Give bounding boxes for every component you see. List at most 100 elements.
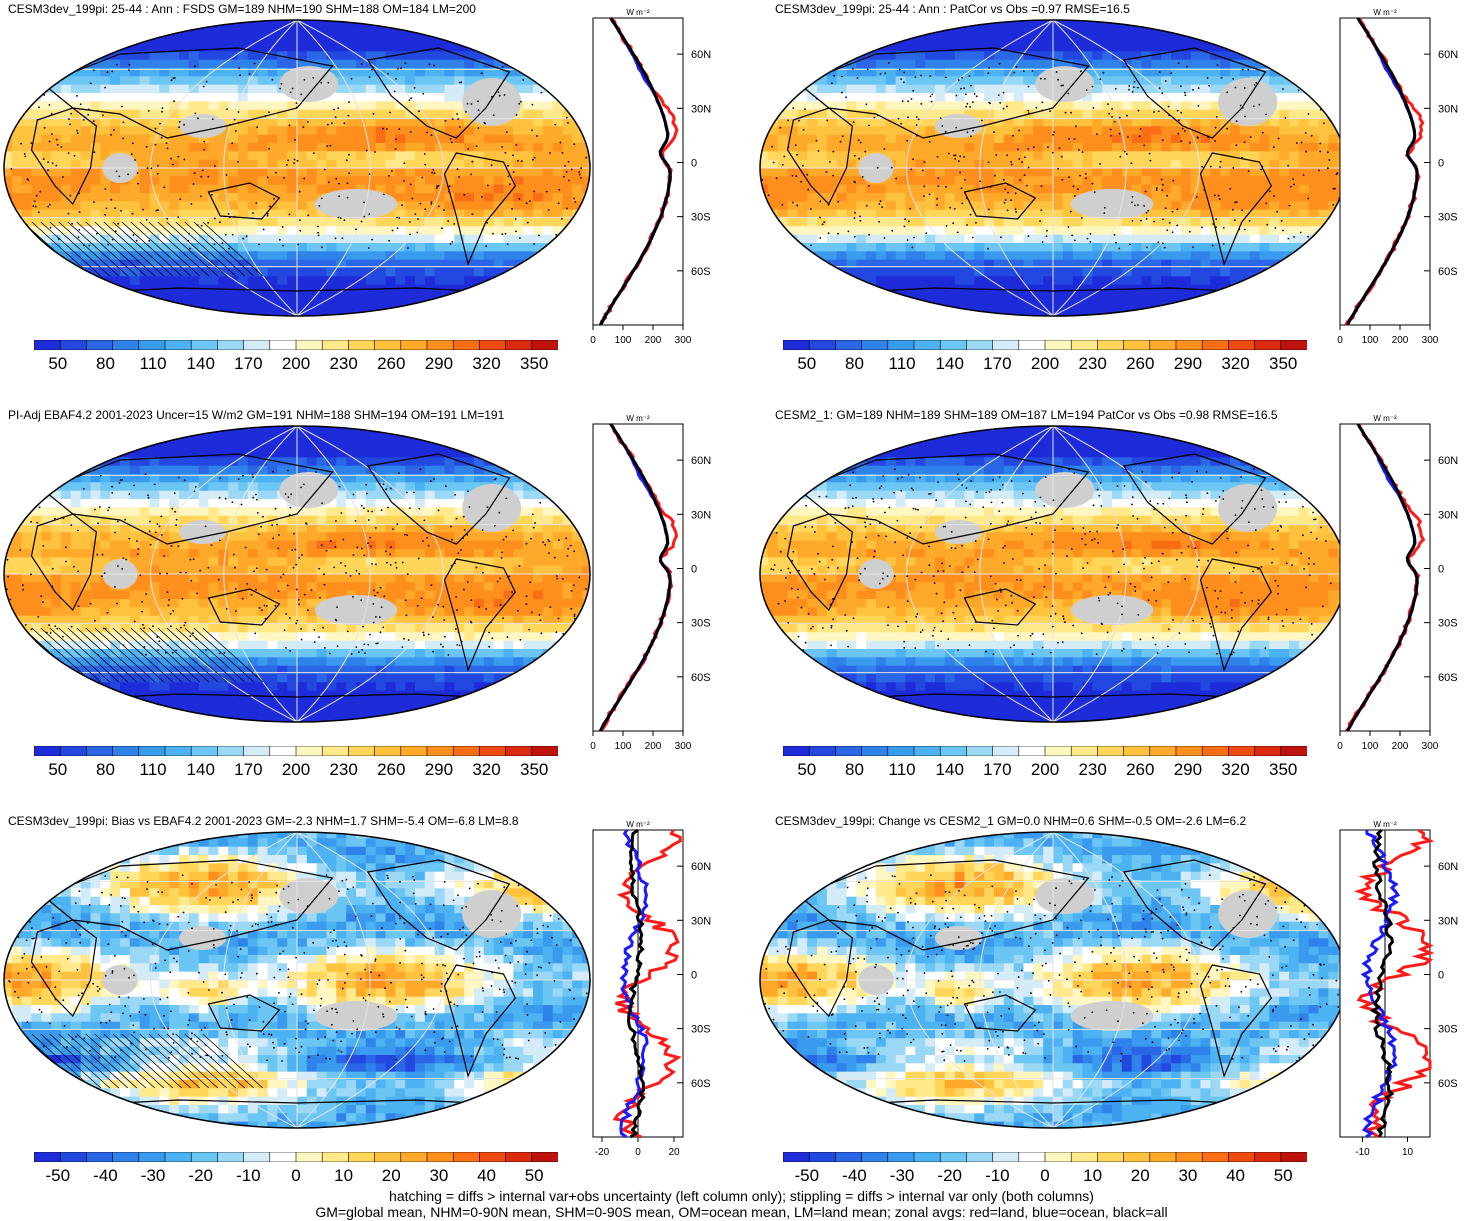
- colorbar-swatch: [112, 340, 140, 350]
- zonal-ytick-label: 60S: [691, 266, 711, 278]
- masked-region: [179, 520, 227, 544]
- colorbar-swatch: [887, 1152, 915, 1162]
- colorbar-labels: 50 80 110 140 170 200 230 260 290 320 350: [34, 760, 558, 782]
- colorbar-swatch: [861, 1152, 889, 1162]
- colorbar-swatch: [1097, 1152, 1125, 1162]
- colorbar-swatch: [1228, 746, 1256, 756]
- colorbar-swatch: [505, 340, 533, 350]
- graticule: [760, 20, 1346, 316]
- colorbar-swatch: [913, 340, 941, 350]
- footer-line-2: GM=global mean, NHM=0-90N mean, SHM=0-90…: [315, 1204, 1168, 1220]
- zonal-all-line: [599, 423, 672, 732]
- colorbar-tick-label: 110: [139, 354, 167, 373]
- colorbar-tick-label: 30: [1178, 1166, 1198, 1185]
- colorbar-tick-label: 0: [1040, 1166, 1050, 1185]
- zonal-xtick-label: 10: [1402, 1147, 1414, 1158]
- colorbar-tick-label: 20: [1130, 1166, 1150, 1185]
- colorbar-tick-label: -10: [985, 1166, 1010, 1185]
- zonal-ytick-label: 60S: [1438, 1078, 1458, 1090]
- colorbar-swatch: [479, 1152, 507, 1162]
- colorbar-swatch: [861, 746, 889, 756]
- world-map: [759, 425, 1347, 723]
- colorbar-swatch: [808, 340, 837, 350]
- zonal-units: W m⁻²: [1373, 820, 1397, 829]
- colorbar-swatch: [243, 1152, 271, 1162]
- colorbar-swatch: [1044, 340, 1072, 350]
- masked-region: [279, 878, 339, 914]
- zonal-xtick-label: 200: [1392, 741, 1409, 752]
- colorbar-swatch: [452, 340, 481, 350]
- zonal-xtick-label: 300: [1422, 741, 1439, 752]
- colorbar-swatch: [269, 746, 297, 756]
- colorbar-tick-label: 200: [281, 760, 311, 779]
- colorbar-swatch: [400, 1152, 428, 1162]
- colorbar-swatch: [34, 1152, 61, 1162]
- colorbar-swatch: [1018, 340, 1046, 350]
- colorbar-tick-label: 50: [1273, 1166, 1293, 1185]
- masked-region: [1070, 1001, 1154, 1031]
- zonal-ytick-label: 0: [1438, 157, 1444, 169]
- colorbar-swatch: [1175, 746, 1203, 756]
- colorbar-tick-label: 50: [48, 354, 68, 373]
- zonal-xtick-label: 300: [1422, 335, 1439, 346]
- colorbar-swatch: [783, 1152, 810, 1162]
- colorbar-swatch: [835, 1152, 863, 1162]
- zonal-mean-plot: 60N 30N 0 30S 60S -20 0 20 W m⁻²: [592, 820, 711, 1158]
- colorbar-swatch: [138, 1152, 166, 1162]
- colorbar-tick-label: 200: [1030, 760, 1060, 779]
- colorbar-swatch: [783, 340, 810, 350]
- zonal-all-line: [1346, 17, 1419, 326]
- colorbar-swatch: [1201, 340, 1230, 350]
- zonal-ytick-label: 60S: [691, 1078, 711, 1090]
- colorbar-swatch: [190, 1152, 218, 1162]
- colorbar-swatch: [939, 1152, 967, 1162]
- colorbar-swatch: [34, 340, 61, 350]
- zonal-ytick-label: 30S: [691, 212, 711, 224]
- colorbar-swatch: [34, 746, 61, 756]
- colorbar-swatch: [400, 340, 428, 350]
- colorbar-swatch: [1123, 1152, 1151, 1162]
- colorbar-swatch: [1097, 746, 1125, 756]
- colorbar-swatch: [217, 340, 245, 350]
- colorbar-tick-label: 110: [888, 760, 916, 779]
- colorbar-swatch: [452, 1152, 481, 1162]
- zonal-xtick-label: 0: [635, 1147, 641, 1158]
- panel-p1: CESM3dev_199pi: 25-44 : Ann : FSDS GM=18…: [0, 0, 733, 400]
- colorbar-swatch: [112, 746, 140, 756]
- masked-region: [1218, 78, 1278, 126]
- graticule: [760, 832, 1346, 1128]
- colorbar-tick-label: 320: [1221, 354, 1250, 373]
- colorbar-swatch: [992, 1152, 1020, 1162]
- colorbar-swatch: [321, 1152, 350, 1162]
- colorbar-swatch: [1280, 1152, 1307, 1162]
- zonal-ytick-label: 60N: [1438, 861, 1458, 873]
- colorbar-tick-label: -10: [236, 1166, 261, 1185]
- colorbar-tick-label: 170: [234, 760, 263, 779]
- footer-note: hatching = diffs > internal var+obs unce…: [0, 1188, 1483, 1220]
- colorbar-tick-label: 20: [381, 1166, 401, 1185]
- world-map: [759, 19, 1347, 317]
- colorbar-swatch: [1201, 1152, 1230, 1162]
- colorbar-swatch: [426, 746, 454, 756]
- colorbar-swatch: [1149, 746, 1177, 756]
- colorbar-swatch: [1070, 340, 1099, 350]
- zonal-ytick-label: 30N: [691, 915, 711, 927]
- colorbar-tick-label: 170: [983, 760, 1012, 779]
- colorbar-tick-label: 40: [477, 1166, 496, 1185]
- graticule: [4, 832, 590, 1128]
- colorbar-swatch: [1254, 746, 1282, 756]
- zonal-ytick-label: 30N: [1438, 103, 1458, 115]
- colorbar-tick-label: -30: [140, 1166, 166, 1185]
- colorbar: [783, 340, 1307, 350]
- colorbar-swatch: [1149, 340, 1177, 350]
- colorbar-swatch: [939, 340, 967, 350]
- zonal-xtick-label: 20: [668, 1147, 680, 1158]
- colorbar-tick-label: 80: [844, 760, 864, 779]
- colorbar-tick-label: 230: [1078, 354, 1107, 373]
- colorbar-swatch: [164, 746, 192, 756]
- colorbar-swatch: [348, 1152, 376, 1162]
- colorbar-swatch: [966, 746, 994, 756]
- colorbar-swatch: [783, 746, 810, 756]
- colorbar-swatch: [295, 1152, 323, 1162]
- colorbar-tick-label: 350: [1268, 760, 1298, 779]
